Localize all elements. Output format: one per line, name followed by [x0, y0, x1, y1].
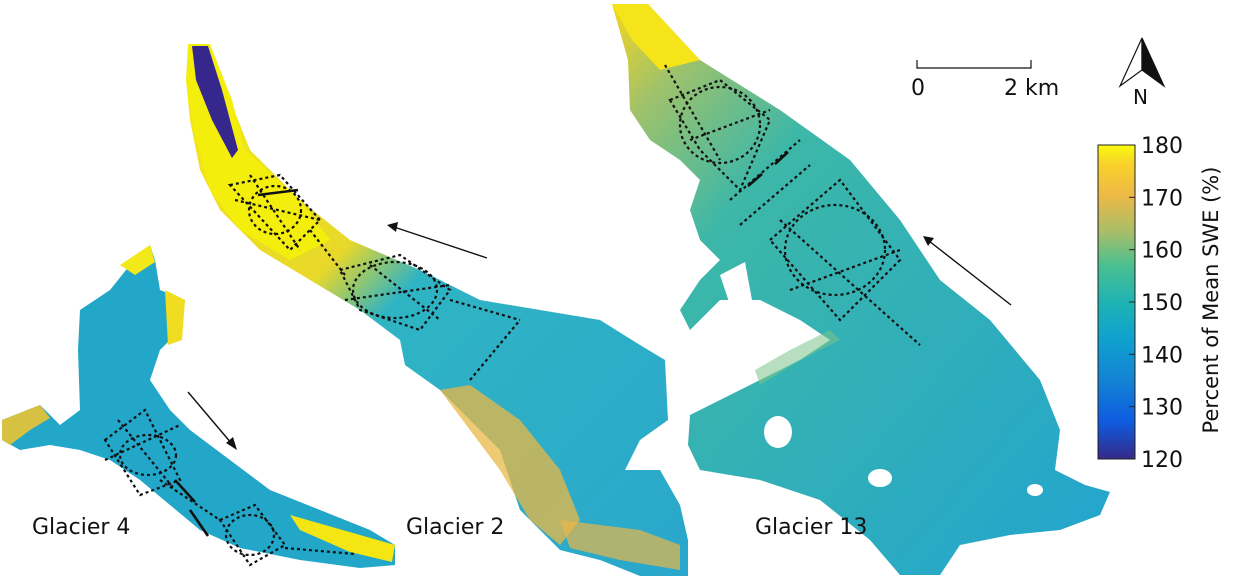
flow-arrow-glacier-4: [187, 391, 237, 450]
scale-bar-start-label: 0: [911, 76, 925, 101]
colorbar-tick-label: 180: [1141, 134, 1183, 159]
survey-tracks: [103, 64, 921, 567]
north-label: N: [1133, 85, 1148, 109]
glacier-2-label: Glacier 2: [406, 515, 504, 540]
colorbar-tick-label: 170: [1141, 186, 1183, 211]
colorbar-gradient: [1097, 144, 1136, 460]
colorbar: 180 170 160 150 140 130 120 Percent of Mean SW…: [1097, 134, 1223, 473]
glacier-13-swe-raster: [612, 4, 1110, 575]
flow-arrows: [187, 222, 1012, 450]
colorbar-tick-label: 150: [1141, 291, 1183, 316]
glacier-4-swe-raster: [2, 245, 395, 568]
scale-bar-end-label: 2 km: [1004, 76, 1059, 101]
flow-arrow-glacier-13: [923, 236, 1012, 306]
flow-arrow-glacier-2: [387, 222, 488, 259]
north-arrow-icon: N: [1118, 37, 1166, 109]
glacier-4-label: Glacier 4: [32, 515, 130, 540]
colorbar-ticks: 180 170 160 150 140 130 120: [1129, 134, 1183, 473]
colorbar-title: Percent of Mean SWE (%): [1199, 167, 1223, 434]
colorbar-tick-label: 120: [1141, 448, 1183, 473]
colorbar-tick-label: 140: [1141, 343, 1183, 368]
scale-bar: 0 2 km: [911, 60, 1059, 101]
colorbar-tick-label: 130: [1141, 396, 1183, 421]
glacier-2-swe-raster: [186, 44, 688, 576]
colorbar-tick-label: 160: [1141, 239, 1183, 264]
glacier-13-label: Glacier 13: [755, 515, 867, 540]
